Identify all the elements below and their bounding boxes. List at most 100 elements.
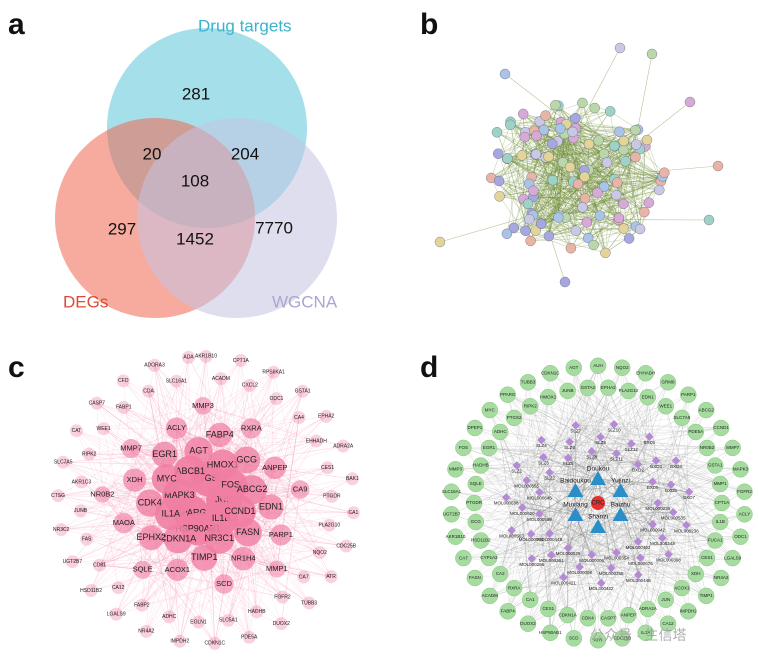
ingredient-node-label: BXD5	[647, 485, 659, 490]
hub-edge	[103, 428, 125, 524]
hub-node-label: BAK1	[346, 476, 359, 482]
ppi-edge	[597, 140, 599, 193]
ingredient-target-edge	[686, 491, 745, 526]
ppi-node	[530, 225, 541, 236]
ingredient-target-edge	[516, 465, 609, 619]
hub-node	[234, 518, 262, 547]
ingredient-target-edge	[488, 464, 639, 559]
herb-node	[612, 507, 629, 521]
ppi-node	[570, 225, 581, 236]
herb-ingredient-edge	[591, 451, 621, 492]
hub-network-nodes: JUNPPARGPTGS2IL1BMAPK3FOSHSP90AB1ABCB1CC…	[51, 349, 360, 650]
hub-edge	[270, 372, 274, 508]
ingredient-target-edge	[539, 513, 683, 589]
ingredient-node-label: MOL000422	[589, 586, 614, 591]
ingredient-target-edge	[507, 491, 690, 612]
ingredient-target-edge	[499, 431, 512, 531]
hub-node-label: MMP1	[266, 564, 288, 573]
ppi-node	[581, 217, 592, 228]
ppi-edge	[573, 181, 637, 227]
herb-node	[612, 483, 629, 497]
target-node	[579, 379, 597, 397]
ingredient-target-edge	[475, 481, 653, 485]
ppi-node	[611, 189, 622, 201]
herb-node-label: Shanzi	[588, 514, 608, 521]
herb-ingredient-edge	[567, 478, 599, 549]
hub-node-label: SCD	[216, 579, 232, 588]
ingredient-target-edge	[600, 390, 629, 584]
ingredient-target-edge	[637, 447, 708, 465]
ingredient-target-edge	[488, 447, 639, 465]
ingredient-target-edge	[489, 409, 641, 558]
ppi-edge	[507, 129, 636, 159]
ppi-node	[634, 223, 646, 235]
hub-node-label: TUBB3	[301, 600, 317, 606]
herb-node-label: Baizhu	[611, 502, 631, 509]
ingredient-node	[633, 537, 643, 546]
ppi-edge	[555, 104, 615, 147]
hub-edge	[151, 537, 257, 613]
ppi-node	[614, 126, 625, 137]
hub-edge	[146, 568, 277, 632]
hub-edge	[149, 503, 170, 617]
hub-node	[243, 378, 257, 392]
target-node	[447, 461, 464, 478]
target-node-label: FOS	[459, 445, 468, 450]
ppi-edge	[593, 228, 624, 246]
ppi-edge	[499, 128, 576, 197]
hub-edge	[142, 569, 229, 621]
ingredient-target-edge	[541, 439, 666, 600]
hub-node-label: PTGDR	[323, 494, 341, 500]
target-node-label: SLC16A1	[442, 489, 462, 494]
ingredient-target-edge	[463, 554, 669, 559]
ingredient-target-edge	[637, 431, 697, 542]
herb-ingredient-edge	[575, 453, 617, 492]
ingredient-target-edge	[628, 460, 657, 616]
ingredient-target-edge	[507, 394, 612, 569]
hub-node	[97, 422, 111, 436]
ingredient-target-edge	[516, 390, 629, 466]
target-node-label: MMP1	[714, 481, 727, 486]
herb-node	[590, 471, 606, 485]
hub-edge	[96, 403, 103, 495]
hub-node	[336, 439, 350, 453]
ingredient-target-edge	[575, 425, 716, 466]
ppi-node	[639, 206, 650, 218]
hub-node	[290, 480, 310, 499]
target-node-label: TUBB3	[521, 379, 536, 384]
ingredient-node	[537, 435, 546, 445]
ingredient-target-edge	[573, 367, 641, 558]
ingredient-target-edge	[670, 484, 733, 559]
ingredient-target-edge	[591, 451, 721, 485]
herb-network-edges	[451, 365, 745, 641]
hub-node-label: EGR1	[152, 449, 177, 459]
ingredient-target-edge	[568, 457, 722, 504]
ppi-node	[577, 97, 588, 109]
ingredient-node-label: MOL000448	[626, 578, 651, 583]
ingredient-target-edge	[547, 396, 617, 553]
ingredient-target-edge	[591, 451, 667, 600]
ingredient-target-edge	[488, 447, 550, 534]
ingredient-target-edge	[455, 469, 532, 535]
ppi-node	[614, 42, 626, 54]
ppi-node	[712, 160, 724, 172]
ingredient-node	[664, 550, 673, 559]
ppi-node	[631, 139, 642, 150]
ppi-edge	[605, 181, 662, 254]
ppi-edge	[498, 180, 576, 231]
ingredient-node-label: MOL000004	[519, 537, 544, 542]
ppi-node	[577, 202, 588, 213]
hub-node-label: EHHADH	[306, 438, 328, 444]
ppi-edge	[587, 178, 615, 239]
hub-edge	[249, 385, 272, 508]
hub-edge	[270, 391, 303, 508]
hub-edge	[154, 365, 199, 452]
ingredient-target-edge	[631, 443, 716, 466]
ingredient-target-edge	[474, 533, 550, 579]
hub-node-label: NR1H4	[231, 554, 256, 563]
ingredient-node-label: MOL000354	[604, 556, 629, 561]
ppi-edge	[558, 139, 648, 218]
target-node	[639, 388, 657, 406]
target-node	[472, 532, 490, 549]
ppi-node	[646, 48, 658, 60]
